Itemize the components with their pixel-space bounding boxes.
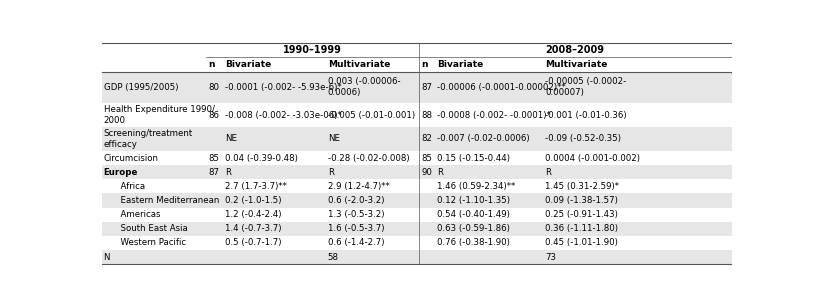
Text: 0.15 (-0.15-0.44): 0.15 (-0.15-0.44)	[437, 153, 510, 162]
Text: 0.2 (-1.0-1.5): 0.2 (-1.0-1.5)	[225, 196, 281, 205]
Text: -0.007 (-0.02-0.0006): -0.007 (-0.02-0.0006)	[437, 134, 529, 143]
Text: 87: 87	[208, 168, 220, 177]
Text: Health Expenditure 1990/
2000: Health Expenditure 1990/ 2000	[103, 105, 215, 125]
Text: 0.63 (-0.59-1.86): 0.63 (-0.59-1.86)	[437, 224, 510, 233]
Text: 1.3 (-0.5-3.2): 1.3 (-0.5-3.2)	[328, 210, 385, 219]
Text: 1990–1999: 1990–1999	[283, 45, 341, 55]
Text: 0.5 (-0.7-1.7): 0.5 (-0.7-1.7)	[225, 238, 281, 247]
Bar	[102, 179, 732, 193]
Text: N: N	[103, 252, 110, 262]
Text: 0.09 (-1.38-1.57): 0.09 (-1.38-1.57)	[546, 196, 618, 205]
Text: 86: 86	[208, 111, 220, 120]
Text: -0.001 (-0.01-0.36): -0.001 (-0.01-0.36)	[546, 111, 627, 120]
Text: 1.45 (0.31-2.59)*: 1.45 (0.31-2.59)*	[546, 182, 620, 191]
Text: -0.28 (-0.02-0.008): -0.28 (-0.02-0.008)	[328, 153, 410, 162]
Text: -0.00006 (-0.0001-0.00002)**: -0.00006 (-0.0001-0.00002)**	[437, 83, 566, 92]
Text: 2.7 (1.7-3.7)**: 2.7 (1.7-3.7)**	[225, 182, 287, 191]
Text: -0.005 (-0.01-0.001): -0.005 (-0.01-0.001)	[328, 111, 415, 120]
Text: Western Pacific: Western Pacific	[115, 238, 186, 247]
Text: 0.76 (-0.38-1.90): 0.76 (-0.38-1.90)	[437, 238, 510, 247]
Text: 0.36 (-1.11-1.80): 0.36 (-1.11-1.80)	[546, 224, 618, 233]
Text: Africa: Africa	[115, 182, 145, 191]
Bar	[102, 151, 732, 165]
Text: -0.09 (-0.52-0.35): -0.09 (-0.52-0.35)	[546, 134, 621, 143]
Text: 0.12 (-1.10-1.35): 0.12 (-1.10-1.35)	[437, 196, 510, 205]
Text: 0.04 (-0.39-0.48): 0.04 (-0.39-0.48)	[225, 153, 298, 162]
Text: South East Asia: South East Asia	[115, 224, 188, 233]
Text: 85: 85	[208, 153, 220, 162]
Text: Europe: Europe	[103, 168, 138, 177]
Text: 85: 85	[421, 153, 432, 162]
Text: NE: NE	[328, 134, 340, 143]
Text: 2008–2009: 2008–2009	[546, 45, 605, 55]
Bar	[102, 43, 732, 57]
Text: n: n	[421, 60, 428, 69]
Text: 58: 58	[328, 252, 339, 262]
Text: R: R	[546, 168, 551, 177]
Text: 0.6 (-1.4-2.7): 0.6 (-1.4-2.7)	[328, 238, 385, 247]
Text: Multivariate: Multivariate	[546, 60, 607, 69]
Text: Americas: Americas	[115, 210, 160, 219]
Text: 82: 82	[421, 134, 432, 143]
Bar	[102, 127, 732, 151]
Text: 80: 80	[208, 83, 220, 92]
Text: NE: NE	[225, 134, 237, 143]
Text: 1.46 (0.59-2.34)**: 1.46 (0.59-2.34)**	[437, 182, 515, 191]
Bar	[102, 57, 732, 72]
Text: 0.25 (-0.91-1.43): 0.25 (-0.91-1.43)	[546, 210, 618, 219]
Bar	[102, 193, 732, 207]
Text: R: R	[328, 168, 334, 177]
Text: 1.2 (-0.4-2.4): 1.2 (-0.4-2.4)	[225, 210, 281, 219]
Text: Bivariate: Bivariate	[437, 60, 483, 69]
Text: 88: 88	[421, 111, 432, 120]
Text: 0.0004 (-0.001-0.002): 0.0004 (-0.001-0.002)	[546, 153, 640, 162]
Text: 0.003 (-0.00006-
0.0006): 0.003 (-0.00006- 0.0006)	[328, 77, 401, 97]
Text: 90: 90	[421, 168, 432, 177]
Bar	[102, 165, 732, 179]
Text: Multivariate: Multivariate	[328, 60, 390, 69]
Text: 0.6 (-2.0-3.2): 0.6 (-2.0-3.2)	[328, 196, 385, 205]
Text: -0.0001 (-0.002- -5.93e-6)*: -0.0001 (-0.002- -5.93e-6)*	[225, 83, 341, 92]
Text: 87: 87	[421, 83, 432, 92]
Text: R: R	[437, 168, 443, 177]
Text: -0.0008 (-0.002- -0.0001)*: -0.0008 (-0.002- -0.0001)*	[437, 111, 550, 120]
Bar	[102, 72, 732, 103]
Text: -0.00005 (-0.0002-
0.00007): -0.00005 (-0.0002- 0.00007)	[546, 77, 627, 97]
Text: Circumcision: Circumcision	[103, 153, 159, 162]
Text: n: n	[208, 60, 215, 69]
Text: 2.9 (1.2-4.7)**: 2.9 (1.2-4.7)**	[328, 182, 389, 191]
Text: GDP (1995/2005): GDP (1995/2005)	[103, 83, 178, 92]
Text: Bivariate: Bivariate	[225, 60, 272, 69]
Bar	[102, 222, 732, 236]
Bar	[102, 236, 732, 250]
Text: 0.45 (-1.01-1.90): 0.45 (-1.01-1.90)	[546, 238, 618, 247]
Text: -0.008 (-0.002- -3.03e-06)*: -0.008 (-0.002- -3.03e-06)*	[225, 111, 342, 120]
Text: 1.6 (-0.5-3.7): 1.6 (-0.5-3.7)	[328, 224, 385, 233]
Text: R: R	[225, 168, 231, 177]
Bar	[102, 250, 732, 264]
Text: Screening/treatment
efficacy: Screening/treatment efficacy	[103, 129, 193, 149]
Text: 73: 73	[546, 252, 556, 262]
Text: 1.4 (-0.7-3.7): 1.4 (-0.7-3.7)	[225, 224, 281, 233]
Bar	[102, 103, 732, 127]
Text: Eastern Mediterranean: Eastern Mediterranean	[115, 196, 220, 205]
Text: 0.54 (-0.40-1.49): 0.54 (-0.40-1.49)	[437, 210, 510, 219]
Bar	[102, 207, 732, 222]
